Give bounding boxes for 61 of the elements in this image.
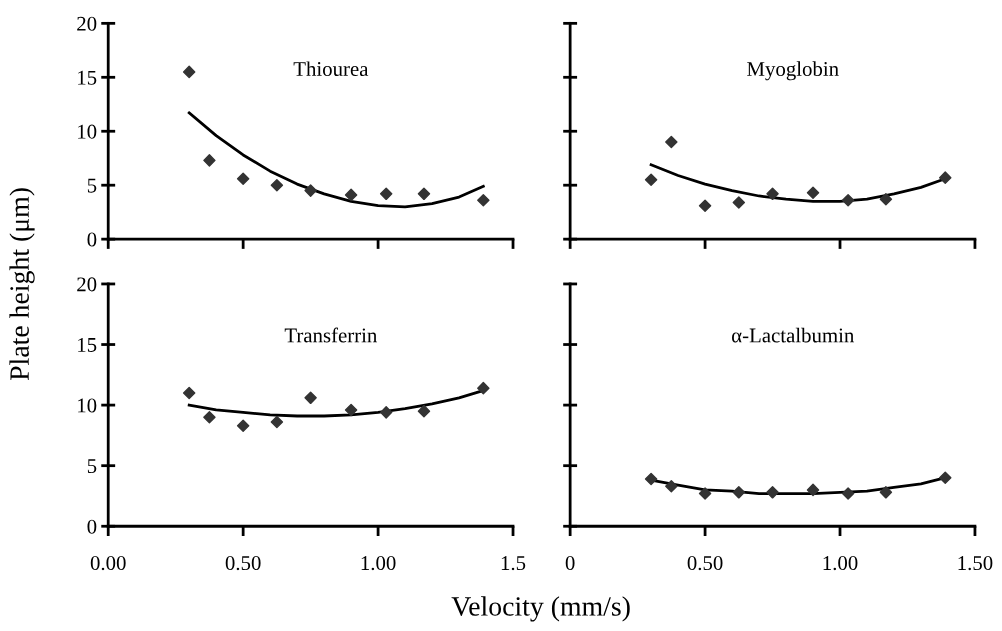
point [203,410,216,424]
point [841,194,855,207]
point [304,184,317,197]
point [698,199,712,212]
point [379,187,393,201]
x-tick-label: 1.5 [501,556,526,571]
point [644,472,658,486]
x-tick-label: 1.50 [958,556,993,571]
y-tick-label: 10 [78,124,97,139]
y-tick-label: 15 [78,338,97,352]
point [766,187,779,201]
point [236,172,250,185]
point [344,403,358,417]
point [939,171,952,184]
point [379,406,393,419]
point [344,188,358,202]
x-tick-label: 1.00 [361,556,396,571]
x-tick-label: 1.00 [823,556,858,571]
point [270,178,284,192]
point [417,404,431,418]
point [203,154,216,167]
point [806,186,820,200]
y-tick-label: 5 [87,178,97,193]
text: Myoglobin [747,61,839,81]
y-axis-title: Plate height (μm) [9,188,35,381]
y-tick-label: 0 [87,232,97,247]
y-tick-label: 10 [78,398,97,413]
line-series [187,111,485,209]
point [766,486,779,499]
point [477,194,490,207]
point [806,483,820,497]
point [182,386,196,400]
point [304,391,317,405]
y-tick-label: 0 [87,519,97,534]
x-tick-label: 0.50 [687,556,723,571]
point [270,415,284,429]
y-tick-label: 5 [87,459,97,474]
point [879,486,893,499]
x-tick-label: 0.50 [225,556,261,571]
point [644,173,658,187]
point [732,486,746,499]
point [665,135,678,149]
text: Transferrin [284,327,378,343]
text: α-Lactalbumin [732,327,855,343]
point [182,65,196,79]
y-tick-label: 20 [77,277,97,292]
y-tick-label: 15 [78,70,97,85]
text: Thiourea [293,61,369,77]
point [698,487,712,500]
point [879,192,893,206]
point [665,480,678,493]
point [477,381,490,395]
point [841,487,855,500]
point [236,419,250,432]
point [939,471,952,485]
x-tick-label: 0 [565,556,575,571]
x-axis-title: Velocity (mm/s) [451,596,630,622]
x-tick-label: 0.00 [90,556,126,571]
y-tick-label: 20 [77,16,97,31]
point [732,196,746,209]
point [417,187,431,201]
